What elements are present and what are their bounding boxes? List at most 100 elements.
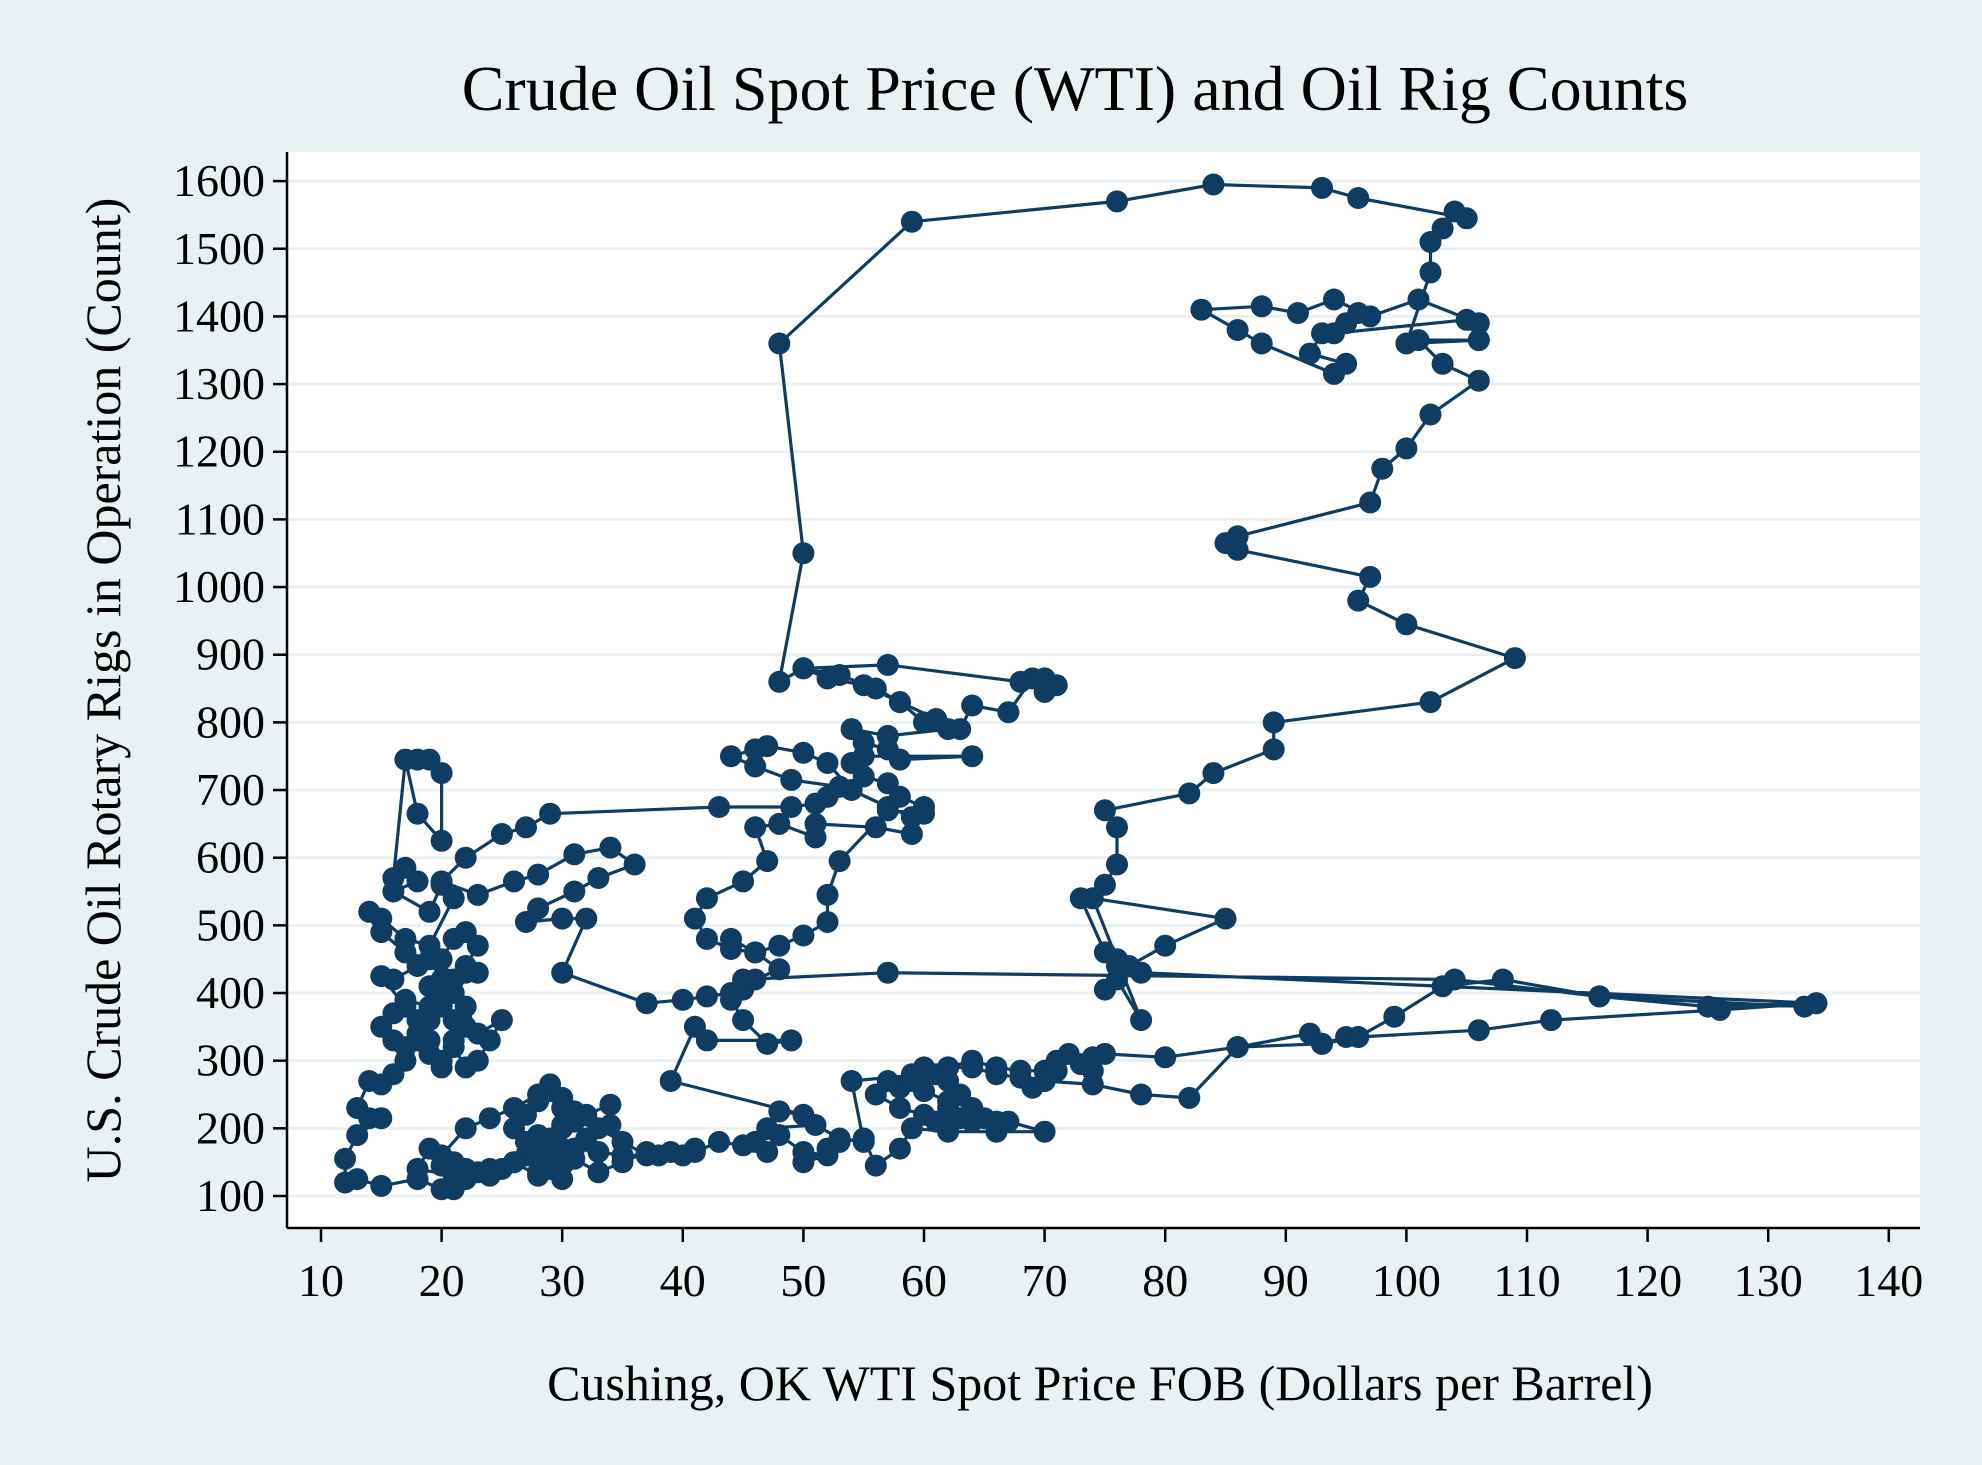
data-point bbox=[1805, 992, 1828, 1015]
data-point bbox=[370, 965, 393, 988]
data-point bbox=[1226, 319, 1249, 341]
data-point bbox=[876, 961, 899, 984]
data-point bbox=[1311, 1032, 1333, 1055]
data-point bbox=[961, 745, 984, 768]
data-point bbox=[1467, 329, 1490, 352]
data-point bbox=[406, 955, 429, 977]
data-point bbox=[804, 1114, 827, 1136]
data-point bbox=[515, 911, 537, 933]
data-point bbox=[430, 762, 453, 785]
data-point bbox=[1093, 799, 1116, 822]
data-point bbox=[720, 745, 742, 768]
data-point bbox=[1093, 941, 1116, 964]
data-point bbox=[900, 1063, 923, 1086]
y-tick-label: 100 bbox=[196, 1170, 265, 1221]
data-point bbox=[1491, 968, 1514, 991]
data-point bbox=[816, 883, 839, 906]
data-point bbox=[937, 1056, 960, 1079]
x-tick-label: 90 bbox=[1263, 1255, 1309, 1306]
data-point bbox=[792, 542, 815, 565]
data-point bbox=[1540, 1009, 1563, 1032]
data-point bbox=[587, 867, 610, 889]
data-point bbox=[466, 961, 489, 984]
data-point bbox=[1190, 298, 1213, 321]
data-point bbox=[1033, 1120, 1056, 1143]
data-point bbox=[1383, 1005, 1406, 1028]
data-point bbox=[1467, 312, 1490, 335]
data-point bbox=[1009, 1066, 1032, 1089]
x-tick-label: 110 bbox=[1493, 1255, 1560, 1306]
data-point bbox=[527, 863, 550, 886]
data-point bbox=[804, 792, 827, 815]
data-point bbox=[671, 988, 694, 1011]
data-point bbox=[744, 755, 767, 778]
data-point bbox=[1419, 691, 1442, 714]
data-point bbox=[683, 1015, 706, 1038]
data-point bbox=[720, 927, 742, 950]
data-point bbox=[1106, 816, 1128, 839]
data-point bbox=[961, 694, 984, 717]
data-point bbox=[1069, 887, 1092, 910]
data-point bbox=[1335, 312, 1358, 335]
x-tick-label: 70 bbox=[1022, 1255, 1068, 1306]
data-point bbox=[888, 691, 911, 714]
data-point bbox=[1696, 995, 1719, 1018]
data-point bbox=[394, 988, 417, 1011]
data-point bbox=[406, 1157, 429, 1180]
data-point bbox=[695, 985, 718, 1008]
data-point bbox=[852, 1130, 875, 1153]
data-point bbox=[1202, 762, 1225, 785]
data-point bbox=[430, 948, 453, 971]
data-point bbox=[575, 907, 598, 930]
data-point bbox=[744, 738, 767, 761]
y-tick-label: 300 bbox=[196, 1035, 265, 1086]
x-tick-label: 50 bbox=[780, 1255, 826, 1306]
data-point bbox=[1311, 176, 1333, 199]
data-point bbox=[587, 1141, 610, 1163]
data-point bbox=[900, 210, 923, 233]
data-point bbox=[551, 907, 574, 930]
x-tick-label: 80 bbox=[1142, 1255, 1188, 1306]
data-point bbox=[1178, 782, 1201, 805]
data-point bbox=[888, 748, 911, 771]
data-point bbox=[1395, 437, 1418, 460]
data-point bbox=[406, 802, 429, 825]
x-tick-label: 40 bbox=[660, 1255, 706, 1306]
data-point bbox=[768, 332, 791, 355]
data-point bbox=[515, 816, 537, 839]
data-point bbox=[1093, 873, 1116, 896]
x-tick-label: 140 bbox=[1854, 1255, 1923, 1306]
data-point bbox=[792, 657, 815, 680]
data-point bbox=[756, 850, 779, 873]
data-point bbox=[864, 677, 887, 700]
data-point bbox=[454, 1117, 477, 1140]
data-point bbox=[478, 1029, 501, 1052]
data-point bbox=[876, 653, 899, 676]
data-point bbox=[985, 1110, 1008, 1133]
data-point bbox=[900, 823, 923, 845]
data-point bbox=[804, 812, 827, 835]
data-point bbox=[611, 1144, 634, 1167]
data-point bbox=[551, 961, 574, 984]
data-point bbox=[1588, 985, 1611, 1008]
data-point bbox=[792, 1151, 815, 1174]
data-point bbox=[816, 752, 839, 774]
data-point bbox=[768, 670, 791, 693]
data-point bbox=[1431, 352, 1454, 375]
x-tick-label: 20 bbox=[419, 1255, 465, 1306]
data-point bbox=[876, 799, 899, 822]
data-point bbox=[768, 958, 791, 981]
data-point bbox=[961, 1056, 984, 1079]
data-point bbox=[1431, 975, 1454, 998]
data-point bbox=[1226, 1036, 1249, 1059]
data-point bbox=[358, 900, 381, 923]
data-point bbox=[1033, 1070, 1056, 1092]
data-point bbox=[1033, 667, 1056, 690]
plot-area bbox=[287, 152, 1920, 1228]
data-point bbox=[1347, 1026, 1370, 1048]
data-point bbox=[430, 870, 453, 893]
data-point bbox=[370, 921, 393, 944]
data-point bbox=[478, 1107, 501, 1130]
data-point bbox=[756, 1032, 779, 1055]
data-point bbox=[1106, 853, 1128, 876]
